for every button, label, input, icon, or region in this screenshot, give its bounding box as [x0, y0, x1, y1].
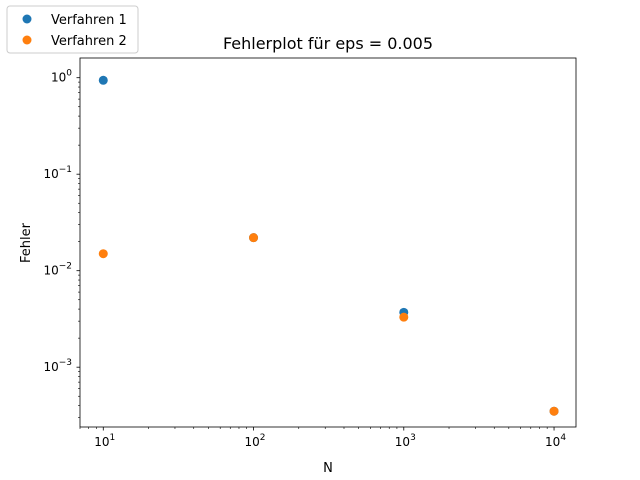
plot-frame: [79, 57, 577, 428]
data-points: [98, 75, 559, 416]
x-axis-label: N: [323, 461, 333, 476]
x-tick-label: 102: [245, 433, 266, 449]
y-tick-label: 10−2: [43, 262, 72, 278]
legend-label: Verfahren 2: [51, 34, 127, 49]
point-series-2: [249, 233, 259, 243]
legend-marker: [22, 14, 32, 24]
legend-marker: [22, 35, 32, 45]
point-series-2: [98, 249, 108, 259]
x-axis: 101 102 103 104: [79, 427, 566, 449]
x-tick-label: 104: [545, 433, 566, 449]
legend-box: [6, 5, 139, 54]
legend-label: Verfahren 1: [51, 13, 127, 28]
x-tick-label: 101: [94, 433, 115, 449]
point-series-1: [98, 75, 108, 85]
point-series-2: [549, 406, 559, 416]
y-axis-label: Fehler: [19, 222, 34, 263]
legend: Verfahren 1 Verfahren 2: [6, 5, 139, 54]
chart-title: Fehlerplot für eps = 0.005: [223, 34, 433, 53]
y-tick-label: 10−1: [43, 165, 72, 181]
point-series-2: [399, 312, 409, 322]
x-tick-label: 103: [395, 433, 416, 449]
y-tick-label: 100: [51, 69, 72, 85]
y-axis: 10−3 10−2 10−1 100: [43, 69, 80, 418]
y-tick-label: 10−3: [43, 358, 72, 374]
